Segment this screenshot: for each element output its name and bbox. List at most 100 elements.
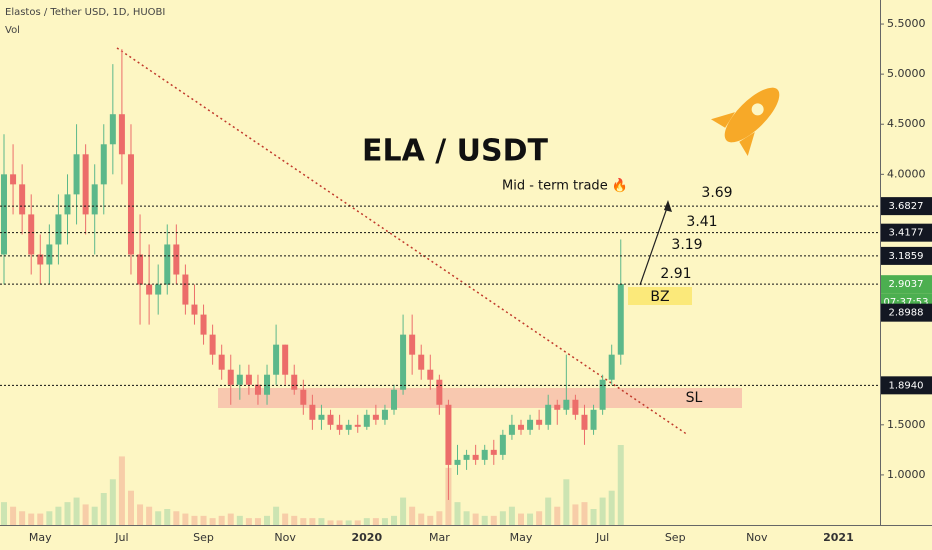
candle-body [427, 369, 434, 380]
candle-body [563, 399, 570, 410]
volume-bar [254, 518, 261, 525]
volume-bar [10, 506, 17, 525]
volume-bar [599, 497, 606, 525]
volume-bar [354, 520, 361, 525]
prev-close-badge [881, 303, 932, 322]
candle-body [517, 424, 524, 430]
volume-bar [173, 511, 180, 525]
x-tick-label: Mar [429, 531, 450, 544]
candle-body [245, 374, 252, 385]
candle-body [400, 334, 407, 390]
candle-body [545, 404, 552, 425]
candle-body [1, 174, 7, 255]
volume-bar [318, 518, 325, 525]
volume-bar [282, 513, 289, 525]
candle-body [73, 154, 80, 195]
candle-body [155, 284, 162, 295]
candle-body [291, 374, 298, 390]
volume-bar [336, 520, 343, 525]
volume-bar [209, 518, 216, 525]
candle-body [454, 459, 461, 465]
annotation: BZ [650, 289, 669, 305]
candle-body [490, 449, 497, 455]
volume-bar [218, 515, 225, 525]
candle-body [182, 274, 189, 305]
volume-bar [300, 518, 307, 525]
candle-body [10, 174, 17, 185]
candle-body [572, 399, 579, 415]
candle-body [436, 379, 443, 405]
subtitle: Mid - term trade 🔥 [502, 178, 628, 194]
sl-zone [218, 388, 742, 408]
y-tick-label: 5.0000 [887, 67, 926, 80]
candle-body [590, 409, 597, 430]
last-price-badge [881, 275, 932, 294]
volume-bar [182, 513, 189, 525]
volume-bar [363, 518, 370, 525]
chart-title: ELA / USDT [362, 134, 549, 169]
volume-bar [245, 518, 252, 525]
bz-zone [628, 287, 692, 305]
price-badge [881, 223, 932, 242]
volume-bar [155, 511, 162, 525]
volume-bar [137, 504, 144, 525]
volume-bar [64, 502, 71, 525]
candle-body [273, 344, 280, 375]
volume-bar [590, 509, 597, 525]
candle-body [581, 414, 588, 430]
x-tick-label: Nov [746, 531, 768, 544]
volume-bar [391, 515, 398, 525]
volume-bar [581, 502, 588, 525]
volume-bar [572, 504, 579, 525]
candle-body [146, 284, 153, 295]
volume-bar [327, 520, 334, 525]
candle-body [381, 409, 388, 420]
volume-bar [46, 511, 53, 525]
volume-bar [463, 511, 470, 525]
last-price-badge-label: 2.9037 [889, 279, 924, 290]
rocket-icon [710, 87, 780, 157]
candle-body [164, 244, 171, 285]
volume-bar [28, 513, 35, 525]
volume-bar [436, 511, 443, 525]
candle-body [64, 194, 71, 215]
volume-bar [409, 506, 416, 525]
candle-body [28, 214, 35, 255]
volume-bar [100, 493, 107, 525]
volume-bar [508, 506, 515, 525]
volume-bar [536, 511, 543, 525]
candle-body [227, 369, 234, 385]
volume-bar [264, 515, 271, 525]
volume-label: Vol [5, 25, 20, 36]
volume-bar [490, 515, 497, 525]
candle-body [445, 404, 452, 465]
y-tick-label: 1.5000 [887, 418, 926, 431]
candle-body [327, 414, 334, 425]
x-tick-label: Jul [114, 531, 128, 544]
countdown-label: 07:37:53 [884, 297, 929, 308]
volume-bar [472, 513, 479, 525]
volume-bar [454, 502, 461, 525]
x-tick-label: May [29, 531, 52, 544]
candle-body [617, 284, 624, 355]
volume-bar [381, 518, 388, 525]
candle-body [55, 214, 62, 245]
volume-bar [554, 506, 561, 525]
x-tick-label: Sep [665, 531, 686, 544]
volume-bar [372, 518, 379, 525]
volume-bar [55, 506, 62, 525]
candle-body [499, 434, 506, 455]
candle-body [264, 374, 271, 395]
volume-bar [400, 497, 407, 525]
price-badge-label: 1.8940 [889, 380, 924, 391]
candle-body [309, 404, 316, 420]
volume-bar [200, 515, 207, 525]
price-badge [881, 197, 932, 216]
candle-body [318, 414, 325, 420]
volume-bar [617, 445, 624, 525]
volume-bar [227, 513, 234, 525]
candle-body [282, 344, 289, 375]
price-badge-label: 3.1859 [889, 251, 924, 262]
price-badge-label: 3.6827 [889, 201, 924, 212]
